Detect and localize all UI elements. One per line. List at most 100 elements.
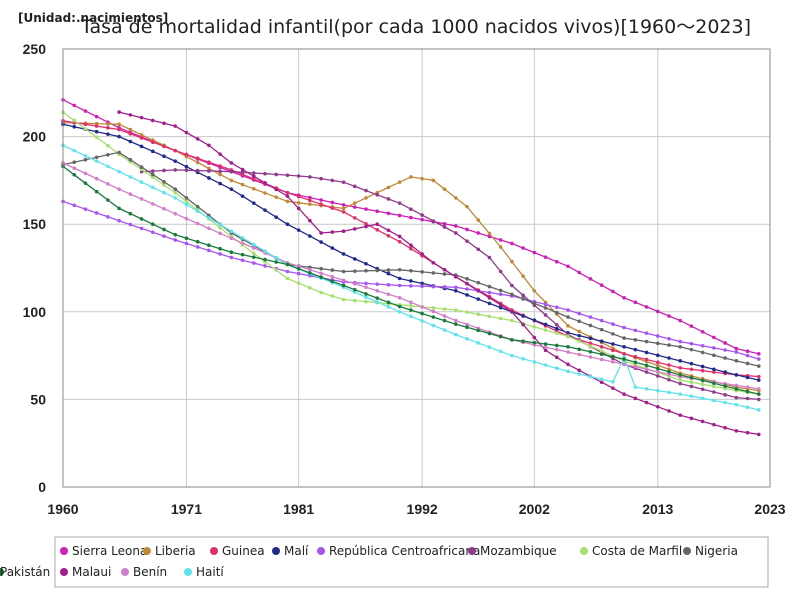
data-point xyxy=(656,405,660,409)
data-point xyxy=(577,369,581,373)
data-point xyxy=(95,159,99,163)
data-point xyxy=(611,386,615,390)
data-point xyxy=(533,318,537,322)
data-point xyxy=(207,144,211,148)
data-point xyxy=(746,349,750,353)
data-point xyxy=(735,384,739,388)
data-point xyxy=(432,315,436,319)
data-point xyxy=(398,310,402,314)
data-point xyxy=(555,311,559,315)
data-point xyxy=(196,161,200,165)
data-point xyxy=(117,151,121,155)
data-point xyxy=(667,391,671,395)
data-point xyxy=(319,271,323,275)
data-point xyxy=(566,363,570,367)
data-point xyxy=(432,310,436,314)
data-point xyxy=(342,210,346,214)
data-point xyxy=(274,268,278,272)
data-point xyxy=(286,270,290,274)
data-point xyxy=(185,217,189,221)
data-point xyxy=(611,360,615,364)
data-point xyxy=(207,227,211,231)
data-point xyxy=(667,363,671,367)
data-point xyxy=(173,196,177,200)
data-point xyxy=(207,216,211,220)
data-point xyxy=(420,252,424,256)
data-point xyxy=(387,292,391,296)
data-point xyxy=(757,408,761,412)
data-point xyxy=(95,190,99,194)
data-point xyxy=(712,346,716,350)
data-point xyxy=(263,249,267,253)
data-point xyxy=(499,292,503,296)
data-point xyxy=(667,378,671,382)
data-point xyxy=(701,379,705,383)
data-point xyxy=(544,306,548,310)
data-point xyxy=(364,282,368,286)
data-point xyxy=(196,245,200,249)
data-point xyxy=(84,172,88,176)
data-point xyxy=(117,110,121,114)
data-point xyxy=(106,122,110,126)
data-point xyxy=(667,337,671,341)
data-point xyxy=(600,349,604,353)
data-point xyxy=(544,328,548,332)
data-point xyxy=(454,333,458,337)
data-point xyxy=(409,207,413,211)
x-tick-label: 1992 xyxy=(407,501,438,517)
data-point xyxy=(387,305,391,309)
data-point xyxy=(375,300,379,304)
data-point xyxy=(117,207,121,211)
data-point xyxy=(364,225,368,229)
data-point xyxy=(757,398,761,402)
data-point xyxy=(577,319,581,323)
y-tick-label: 150 xyxy=(23,216,47,232)
data-point xyxy=(72,160,76,164)
data-point xyxy=(72,203,76,207)
data-point xyxy=(521,294,525,298)
data-point xyxy=(162,234,166,238)
data-point xyxy=(723,393,727,397)
data-point xyxy=(667,314,671,318)
data-point xyxy=(319,275,323,279)
data-point xyxy=(611,322,615,326)
data-point xyxy=(555,305,559,309)
data-point xyxy=(611,342,615,346)
data-point xyxy=(723,370,727,374)
data-point xyxy=(577,353,581,357)
data-point xyxy=(600,328,604,332)
data-point xyxy=(420,270,424,274)
data-point xyxy=(420,312,424,316)
data-point xyxy=(241,258,245,262)
data-point xyxy=(645,340,649,344)
x-axis-ticks: 1960 1971 1981 1992 2002 2013 2023 xyxy=(47,501,785,517)
data-point xyxy=(286,277,290,281)
data-point xyxy=(589,277,593,281)
data-point xyxy=(488,302,492,306)
data-point xyxy=(207,160,211,164)
data-point xyxy=(173,191,177,195)
data-point xyxy=(117,135,121,139)
data-point xyxy=(566,324,570,328)
data-point xyxy=(230,187,234,191)
data-point xyxy=(84,207,88,211)
series-costa-de-marfil xyxy=(61,110,760,396)
data-point xyxy=(454,319,458,323)
data-point xyxy=(117,128,121,132)
data-point xyxy=(690,380,694,384)
data-point xyxy=(218,247,222,251)
data-point xyxy=(196,137,200,141)
data-point xyxy=(185,131,189,135)
data-point xyxy=(499,245,503,249)
data-point xyxy=(533,341,537,345)
data-point xyxy=(353,269,357,273)
data-point xyxy=(678,392,682,396)
data-point xyxy=(611,355,615,359)
data-point xyxy=(420,218,424,222)
data-point xyxy=(667,409,671,413)
data-point xyxy=(510,319,514,323)
data-point xyxy=(634,360,638,364)
data-point xyxy=(678,359,682,363)
data-point xyxy=(566,264,570,268)
data-point xyxy=(331,280,335,284)
